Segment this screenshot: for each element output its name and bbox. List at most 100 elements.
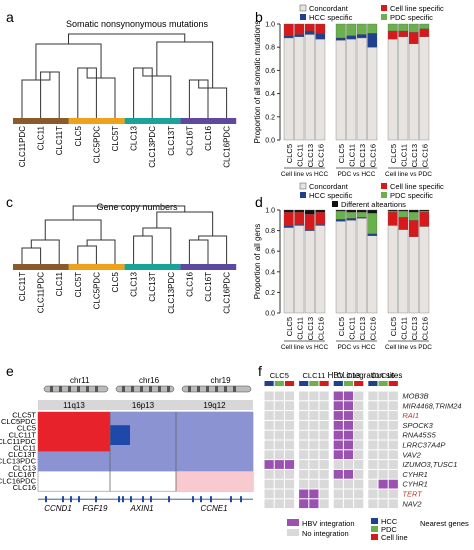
gene-exon [240,496,242,503]
hbv-integration-cell [333,401,343,411]
legend-d-hcc: HCC specific [309,191,353,200]
cn-block-chr11-clc13 [38,451,110,472]
dendro-c-branch-5 [133,235,153,264]
no-integration-cell [264,420,274,430]
no-integration-cell [378,499,388,509]
no-integration-cell [319,401,329,411]
hbv-integration-cell [274,460,284,469]
dendro-c-branch-3 [86,239,116,264]
chromosome-label: chr19 [211,376,232,385]
bars-d-bar-segment [283,227,294,314]
legend-f-hcc: HCC [381,517,398,526]
dendro-a-leaf-label: CLC11T [55,126,64,155]
chromosome-band-mark [86,386,89,392]
no-integration-cell [264,430,274,440]
no-integration-cell [274,479,284,489]
dendro-a-branch-10 [68,33,186,44]
no-integration-cell [309,420,319,430]
dendro-c-leaf-label: CLC5PDC [92,272,101,310]
sample-type-strip [378,381,388,386]
bars-d-bar-segment [408,220,419,237]
sample-type-strip [319,381,329,386]
dendro-c-branch-2 [77,245,97,264]
no-integration-cell [378,460,388,469]
bars-d-y-tick-label: 0.8 [265,228,275,235]
bars-d-bar-segment [294,209,305,213]
no-integration-cell [274,430,284,440]
heatmap-row-label: CLC16 [13,483,36,492]
no-integration-cell [388,411,398,420]
sample-type-strip [343,381,354,386]
bars-b-group-label: Cell line vs HCC [281,171,329,178]
bars-b-bar-segment [304,34,315,141]
heatmap-row-label: CLC13PDC [0,457,37,466]
bars-b-bar-segment [387,30,398,40]
dendro-c-branch-1 [30,239,60,264]
chromosome-band-mark [233,386,236,392]
chromosome-band-mark [188,386,191,392]
hbv-integration-cell [333,440,343,450]
sample-type-strip [284,381,295,386]
chromosome-band-mark [197,386,200,392]
dendro-a-branch-4 [35,43,102,80]
nearest-gene-label: SPOCK3 [402,421,433,430]
bars-b-x-tick-label: CLC11 [399,144,408,167]
dendro-a-leaf-label: CLC11 [37,125,46,150]
dendro-a-leaf-label: CLC5T [111,126,120,151]
no-integration-cell [299,469,309,479]
chromosome-band-mark [59,386,62,392]
no-integration-cell [284,479,295,489]
no-integration-cell [274,401,284,411]
no-integration-cell [274,450,284,460]
bars-b-bar-segment [283,35,294,39]
bars-d-bar-segment [408,236,419,314]
gene-exon [122,496,124,503]
bars-b-y-tick-label: 0.0 [265,138,275,145]
dendro-c-branch-4 [44,219,102,240]
no-integration-cell [354,430,364,440]
hbv-integration-cell [333,469,343,479]
bars-d-bar-segment [335,210,346,220]
bars-d-x-tick-label: CLC5 [285,317,294,336]
bars-b-bar-segment [387,38,398,141]
no-integration-cell [309,460,319,469]
bars-b-bar-segment [304,23,315,32]
gene-label: CCND1 [44,504,72,513]
gene-exon [150,496,152,503]
band-label: 11q13 [63,401,85,410]
no-integration-cell [368,450,378,460]
bars-d-bar-segment [419,209,430,212]
chromosome-band-mark [206,386,209,392]
bars-d-bar-segment [315,224,326,226]
sample-type-strip [309,381,319,386]
gene-exon [142,496,144,503]
no-integration-cell [388,391,398,401]
no-integration-cell [284,401,295,411]
legend-f-hbv-swatch [287,519,299,526]
no-integration-cell [319,420,329,430]
sample-label: CLC11 [303,371,326,380]
no-integration-cell [388,401,398,411]
gain-block-chr19 [176,471,253,492]
nearest-gene-label: TERT [402,490,423,499]
heatmap-row-label: CLC11T [9,430,37,439]
chromosome-band-mark [224,386,227,392]
chromosome-band-mark [167,386,170,392]
chromosome-band-mark [68,386,71,392]
bars-b-bar-segment [408,31,419,44]
bars-d-x-tick-label: CLC5 [389,317,398,336]
bars-b-bar-segment [367,33,378,48]
dendro-c-branch-9 [156,211,214,236]
bars-d-bar-segment [315,225,326,314]
no-integration-cell [309,401,319,411]
bars-b-bar-segment [283,37,294,141]
bars-b-x-tick-label: CLC13 [306,144,315,167]
bars-d-bar-segment [315,209,326,213]
hbv-integration-cell [343,450,354,460]
no-integration-cell [368,489,378,499]
hbv-integration-cell [343,430,354,440]
deep-block-chr16 [110,425,130,445]
bars-d-bar-segment [419,211,430,227]
no-integration-cell [264,489,274,499]
dendro-c-branch-0 [21,247,42,264]
